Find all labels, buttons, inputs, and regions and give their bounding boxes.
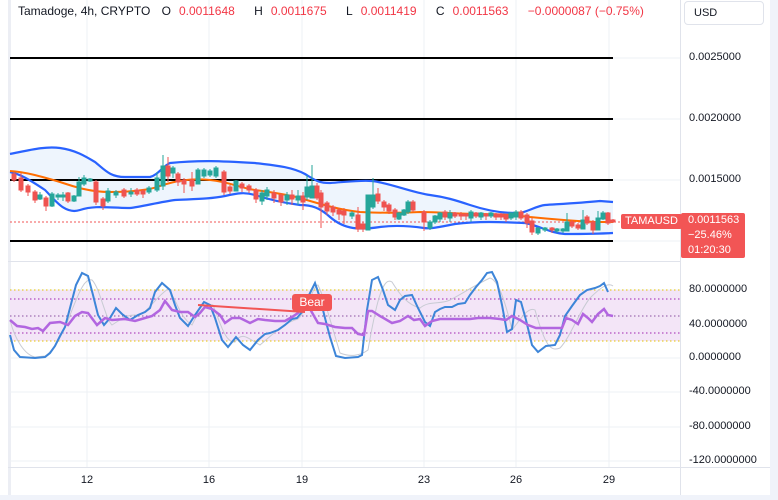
price-tick: 0.0025000 <box>689 51 741 63</box>
candlesticks <box>11 155 616 235</box>
time-tick: 23 <box>417 474 431 486</box>
oscillator-tick: 80.0000000 <box>689 283 748 295</box>
bar-countdown: 01:20:30 <box>688 244 731 256</box>
low-label: L <box>346 4 353 18</box>
price-tick: 0.0015000 <box>689 173 741 185</box>
open-label: O <box>161 4 171 18</box>
last-price-label: 0.0011563 −25.46% 01:20:30 <box>681 213 745 258</box>
bear-divergence-label: Bear <box>292 294 332 311</box>
symbol-header: Tamadoge, 4h, CRYPTO O 0.0011648 H 0.00116… <box>18 4 652 20</box>
bear-divergence-line <box>197 304 306 313</box>
vertical-gridlines <box>86 0 610 467</box>
symbol-title[interactable]: Tamadoge, 4h, CRYPTO <box>18 4 151 18</box>
left-border <box>8 0 11 500</box>
oscillator-tick: 40.0000000 <box>689 318 748 330</box>
oscillator-tick: -40.0000000 <box>689 385 751 397</box>
close-label: C <box>435 4 445 18</box>
close-value: 0.0011563 <box>452 4 509 18</box>
last-price-change: −25.46% <box>688 229 732 241</box>
low-value: 0.0011419 <box>360 4 417 18</box>
high-label: H <box>254 4 263 18</box>
symbol-price-tag: TAMAUSD <box>621 214 682 229</box>
change-value: −0.0000087 (−0.75%) <box>527 4 644 18</box>
time-axis-border <box>8 467 772 468</box>
pane-separator[interactable] <box>8 261 680 262</box>
bollinger-lower <box>9 170 614 236</box>
price-tick: 0.0020000 <box>689 112 741 124</box>
high-value: 0.0011675 <box>270 4 327 18</box>
rsi-line <box>9 298 614 337</box>
rsi-zone <box>10 290 680 341</box>
time-tick: 12 <box>80 474 94 486</box>
time-tick: 26 <box>509 474 523 486</box>
oscillator-tick: -80.0000000 <box>689 420 751 432</box>
time-tick: 29 <box>602 474 616 486</box>
oscillator-tick: -120.0000000 <box>689 454 757 466</box>
time-tick: 16 <box>202 474 216 486</box>
currency-button[interactable]: USD <box>684 1 764 25</box>
oscillator-tick: 0.0000000 <box>689 351 741 363</box>
time-tick: 19 <box>295 474 309 486</box>
bottom-border <box>0 495 778 500</box>
last-price-value: 0.0011563 <box>688 214 740 226</box>
price-gridlines <box>613 57 680 242</box>
right-border <box>770 0 778 500</box>
open-value: 0.0011648 <box>178 4 235 18</box>
